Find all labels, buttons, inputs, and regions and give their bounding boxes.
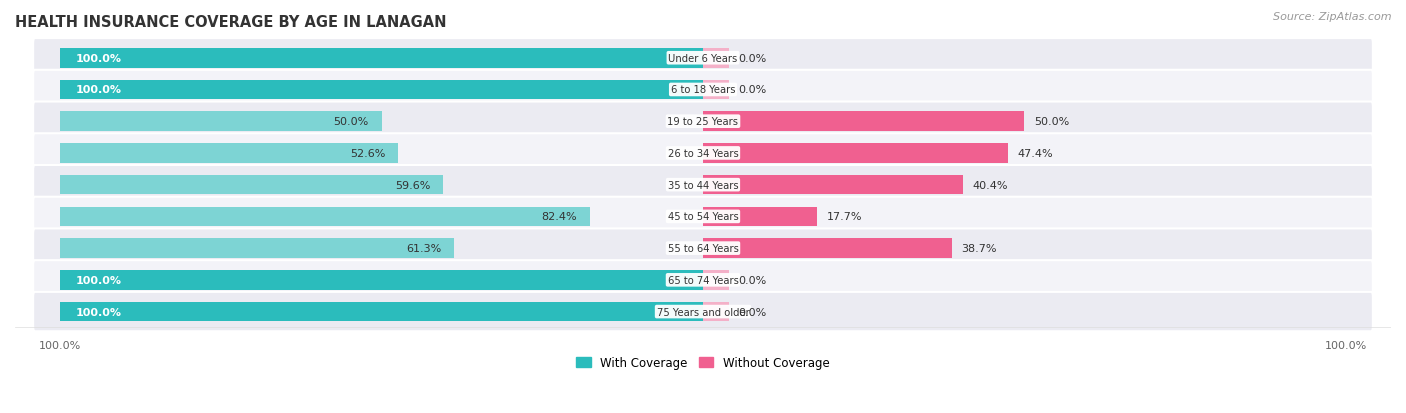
Text: 100.0%: 100.0% bbox=[76, 275, 122, 285]
Text: 55 to 64 Years: 55 to 64 Years bbox=[668, 244, 738, 254]
Text: 100.0%: 100.0% bbox=[76, 85, 122, 95]
Text: 38.7%: 38.7% bbox=[962, 244, 997, 254]
Bar bbox=[60, 144, 398, 164]
Text: 100.0%: 100.0% bbox=[76, 54, 122, 64]
FancyBboxPatch shape bbox=[34, 102, 1372, 142]
Bar bbox=[60, 302, 703, 322]
Text: 82.4%: 82.4% bbox=[541, 212, 576, 222]
FancyBboxPatch shape bbox=[34, 39, 1372, 78]
Text: 26 to 34 Years: 26 to 34 Years bbox=[668, 149, 738, 159]
Text: 6 to 18 Years: 6 to 18 Years bbox=[671, 85, 735, 95]
FancyBboxPatch shape bbox=[34, 166, 1372, 205]
Text: 19 to 25 Years: 19 to 25 Years bbox=[668, 117, 738, 127]
FancyBboxPatch shape bbox=[34, 197, 1372, 237]
Text: 100.0%: 100.0% bbox=[76, 307, 122, 317]
Text: 65 to 74 Years: 65 to 74 Years bbox=[668, 275, 738, 285]
FancyBboxPatch shape bbox=[34, 229, 1372, 268]
Text: 17.7%: 17.7% bbox=[827, 212, 862, 222]
Text: HEALTH INSURANCE COVERAGE BY AGE IN LANAGAN: HEALTH INSURANCE COVERAGE BY AGE IN LANA… bbox=[15, 15, 447, 30]
Bar bbox=[703, 144, 1008, 164]
Bar bbox=[60, 239, 454, 258]
Text: 52.6%: 52.6% bbox=[350, 149, 385, 159]
Text: 61.3%: 61.3% bbox=[406, 244, 441, 254]
Bar bbox=[60, 271, 703, 290]
Text: Under 6 Years: Under 6 Years bbox=[668, 54, 738, 64]
Text: 0.0%: 0.0% bbox=[738, 54, 766, 64]
Text: 45 to 54 Years: 45 to 54 Years bbox=[668, 212, 738, 222]
Bar bbox=[703, 207, 817, 227]
Text: 0.0%: 0.0% bbox=[738, 275, 766, 285]
Legend: With Coverage, Without Coverage: With Coverage, Without Coverage bbox=[572, 351, 834, 374]
FancyBboxPatch shape bbox=[34, 134, 1372, 173]
Text: 0.0%: 0.0% bbox=[738, 307, 766, 317]
Text: 75 Years and older: 75 Years and older bbox=[657, 307, 749, 317]
Text: 47.4%: 47.4% bbox=[1018, 149, 1053, 159]
Text: Source: ZipAtlas.com: Source: ZipAtlas.com bbox=[1274, 12, 1392, 22]
Bar bbox=[60, 207, 591, 227]
Text: 0.0%: 0.0% bbox=[738, 85, 766, 95]
Text: 50.0%: 50.0% bbox=[1035, 117, 1070, 127]
FancyBboxPatch shape bbox=[34, 261, 1372, 300]
Bar bbox=[703, 49, 728, 69]
Bar bbox=[703, 239, 952, 258]
Text: 59.6%: 59.6% bbox=[395, 180, 430, 190]
Bar bbox=[703, 271, 728, 290]
Bar bbox=[703, 112, 1025, 132]
Bar bbox=[60, 112, 381, 132]
Text: 40.4%: 40.4% bbox=[973, 180, 1008, 190]
Bar bbox=[60, 81, 703, 100]
FancyBboxPatch shape bbox=[34, 292, 1372, 332]
Bar bbox=[703, 81, 728, 100]
Bar bbox=[60, 176, 443, 195]
Text: 35 to 44 Years: 35 to 44 Years bbox=[668, 180, 738, 190]
Text: 50.0%: 50.0% bbox=[333, 117, 368, 127]
Bar bbox=[60, 49, 703, 69]
FancyBboxPatch shape bbox=[34, 71, 1372, 110]
Bar bbox=[703, 302, 728, 322]
Bar bbox=[703, 176, 963, 195]
